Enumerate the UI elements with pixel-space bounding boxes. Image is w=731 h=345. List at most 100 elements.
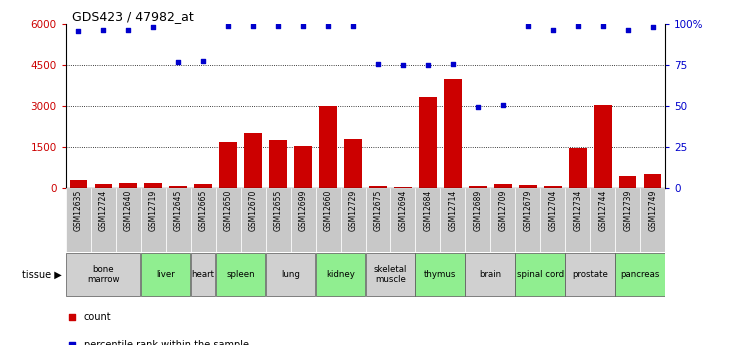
Bar bbox=[515, 188, 540, 252]
Bar bbox=[115, 188, 140, 252]
Text: GSM12645: GSM12645 bbox=[174, 190, 183, 231]
Bar bbox=[319, 106, 337, 188]
Point bbox=[647, 24, 659, 30]
Text: GSM12704: GSM12704 bbox=[548, 190, 557, 231]
Text: GSM12714: GSM12714 bbox=[448, 190, 458, 231]
Text: GSM12739: GSM12739 bbox=[624, 190, 632, 231]
Bar bbox=[265, 188, 290, 252]
Bar bbox=[491, 188, 515, 252]
Bar bbox=[91, 188, 115, 252]
Text: heart: heart bbox=[192, 270, 215, 279]
Text: skeletal
muscle: skeletal muscle bbox=[374, 265, 407, 284]
Point bbox=[547, 27, 558, 32]
Text: GSM12749: GSM12749 bbox=[648, 190, 657, 231]
Bar bbox=[466, 188, 491, 252]
Bar bbox=[569, 148, 586, 188]
Text: GSM12709: GSM12709 bbox=[499, 190, 507, 231]
Bar bbox=[191, 188, 216, 252]
Point bbox=[222, 23, 234, 28]
Point bbox=[622, 27, 634, 32]
Bar bbox=[419, 97, 436, 188]
Text: GDS423 / 47982_at: GDS423 / 47982_at bbox=[72, 10, 194, 23]
Bar bbox=[219, 141, 237, 188]
Point bbox=[447, 61, 459, 67]
Bar bbox=[290, 188, 316, 252]
Point bbox=[497, 102, 509, 108]
Text: GSM12635: GSM12635 bbox=[74, 190, 83, 231]
Bar bbox=[515, 253, 565, 296]
Text: liver: liver bbox=[156, 270, 175, 279]
Text: GSM12675: GSM12675 bbox=[374, 190, 382, 231]
Text: GSM12694: GSM12694 bbox=[398, 190, 407, 231]
Bar bbox=[544, 186, 561, 188]
Bar bbox=[94, 184, 112, 188]
Bar bbox=[594, 105, 612, 188]
Text: GSM12679: GSM12679 bbox=[523, 190, 532, 231]
Bar bbox=[415, 188, 440, 252]
Bar bbox=[366, 253, 415, 296]
Bar bbox=[166, 188, 191, 252]
Text: spinal cord: spinal cord bbox=[517, 270, 564, 279]
Bar bbox=[191, 253, 215, 296]
Point bbox=[72, 28, 84, 34]
Point bbox=[247, 23, 259, 28]
Bar bbox=[269, 140, 287, 188]
Point bbox=[322, 23, 334, 28]
Bar bbox=[565, 188, 590, 252]
Point bbox=[298, 23, 309, 28]
Point bbox=[122, 27, 134, 32]
Bar bbox=[366, 188, 390, 252]
Text: GSM12744: GSM12744 bbox=[598, 190, 607, 231]
Bar bbox=[216, 253, 265, 296]
Bar bbox=[415, 253, 465, 296]
Bar bbox=[540, 188, 565, 252]
Bar bbox=[341, 188, 366, 252]
Text: GSM12670: GSM12670 bbox=[249, 190, 257, 231]
Text: prostate: prostate bbox=[572, 270, 608, 279]
Bar bbox=[444, 79, 462, 188]
Point bbox=[272, 23, 284, 28]
Text: tissue ▶: tissue ▶ bbox=[23, 269, 62, 279]
Bar bbox=[616, 188, 640, 252]
Bar bbox=[66, 253, 140, 296]
Bar bbox=[295, 146, 312, 188]
Text: GSM12650: GSM12650 bbox=[224, 190, 232, 231]
Bar bbox=[69, 180, 87, 188]
Text: GSM12689: GSM12689 bbox=[474, 190, 482, 231]
Bar bbox=[394, 187, 412, 188]
Text: GSM12699: GSM12699 bbox=[298, 190, 308, 231]
Text: brain: brain bbox=[480, 270, 501, 279]
Bar bbox=[194, 185, 212, 188]
Bar bbox=[316, 253, 365, 296]
Point bbox=[66, 315, 77, 320]
Bar bbox=[519, 185, 537, 188]
Bar bbox=[369, 186, 387, 188]
Text: GSM12734: GSM12734 bbox=[573, 190, 583, 231]
Point bbox=[372, 61, 384, 67]
Point bbox=[597, 23, 609, 28]
Bar bbox=[170, 186, 187, 188]
Text: bone
marrow: bone marrow bbox=[87, 265, 119, 284]
Point bbox=[66, 342, 77, 345]
Bar bbox=[216, 188, 240, 252]
Text: GSM12729: GSM12729 bbox=[349, 190, 357, 231]
Bar bbox=[619, 176, 637, 188]
Text: GSM12719: GSM12719 bbox=[148, 190, 158, 231]
Bar bbox=[344, 139, 362, 188]
Bar bbox=[616, 253, 664, 296]
Point bbox=[397, 62, 409, 68]
Point bbox=[197, 58, 209, 64]
Text: spleen: spleen bbox=[227, 270, 255, 279]
Text: GSM12660: GSM12660 bbox=[324, 190, 333, 231]
Text: GSM12724: GSM12724 bbox=[99, 190, 107, 231]
Bar bbox=[390, 188, 415, 252]
Bar bbox=[145, 183, 162, 188]
Text: GSM12655: GSM12655 bbox=[273, 190, 283, 231]
Point bbox=[97, 27, 109, 32]
Bar bbox=[565, 253, 615, 296]
Text: GSM12640: GSM12640 bbox=[124, 190, 133, 231]
Point bbox=[347, 23, 359, 28]
Point bbox=[422, 62, 433, 68]
Bar bbox=[440, 188, 466, 252]
Point bbox=[472, 105, 484, 110]
